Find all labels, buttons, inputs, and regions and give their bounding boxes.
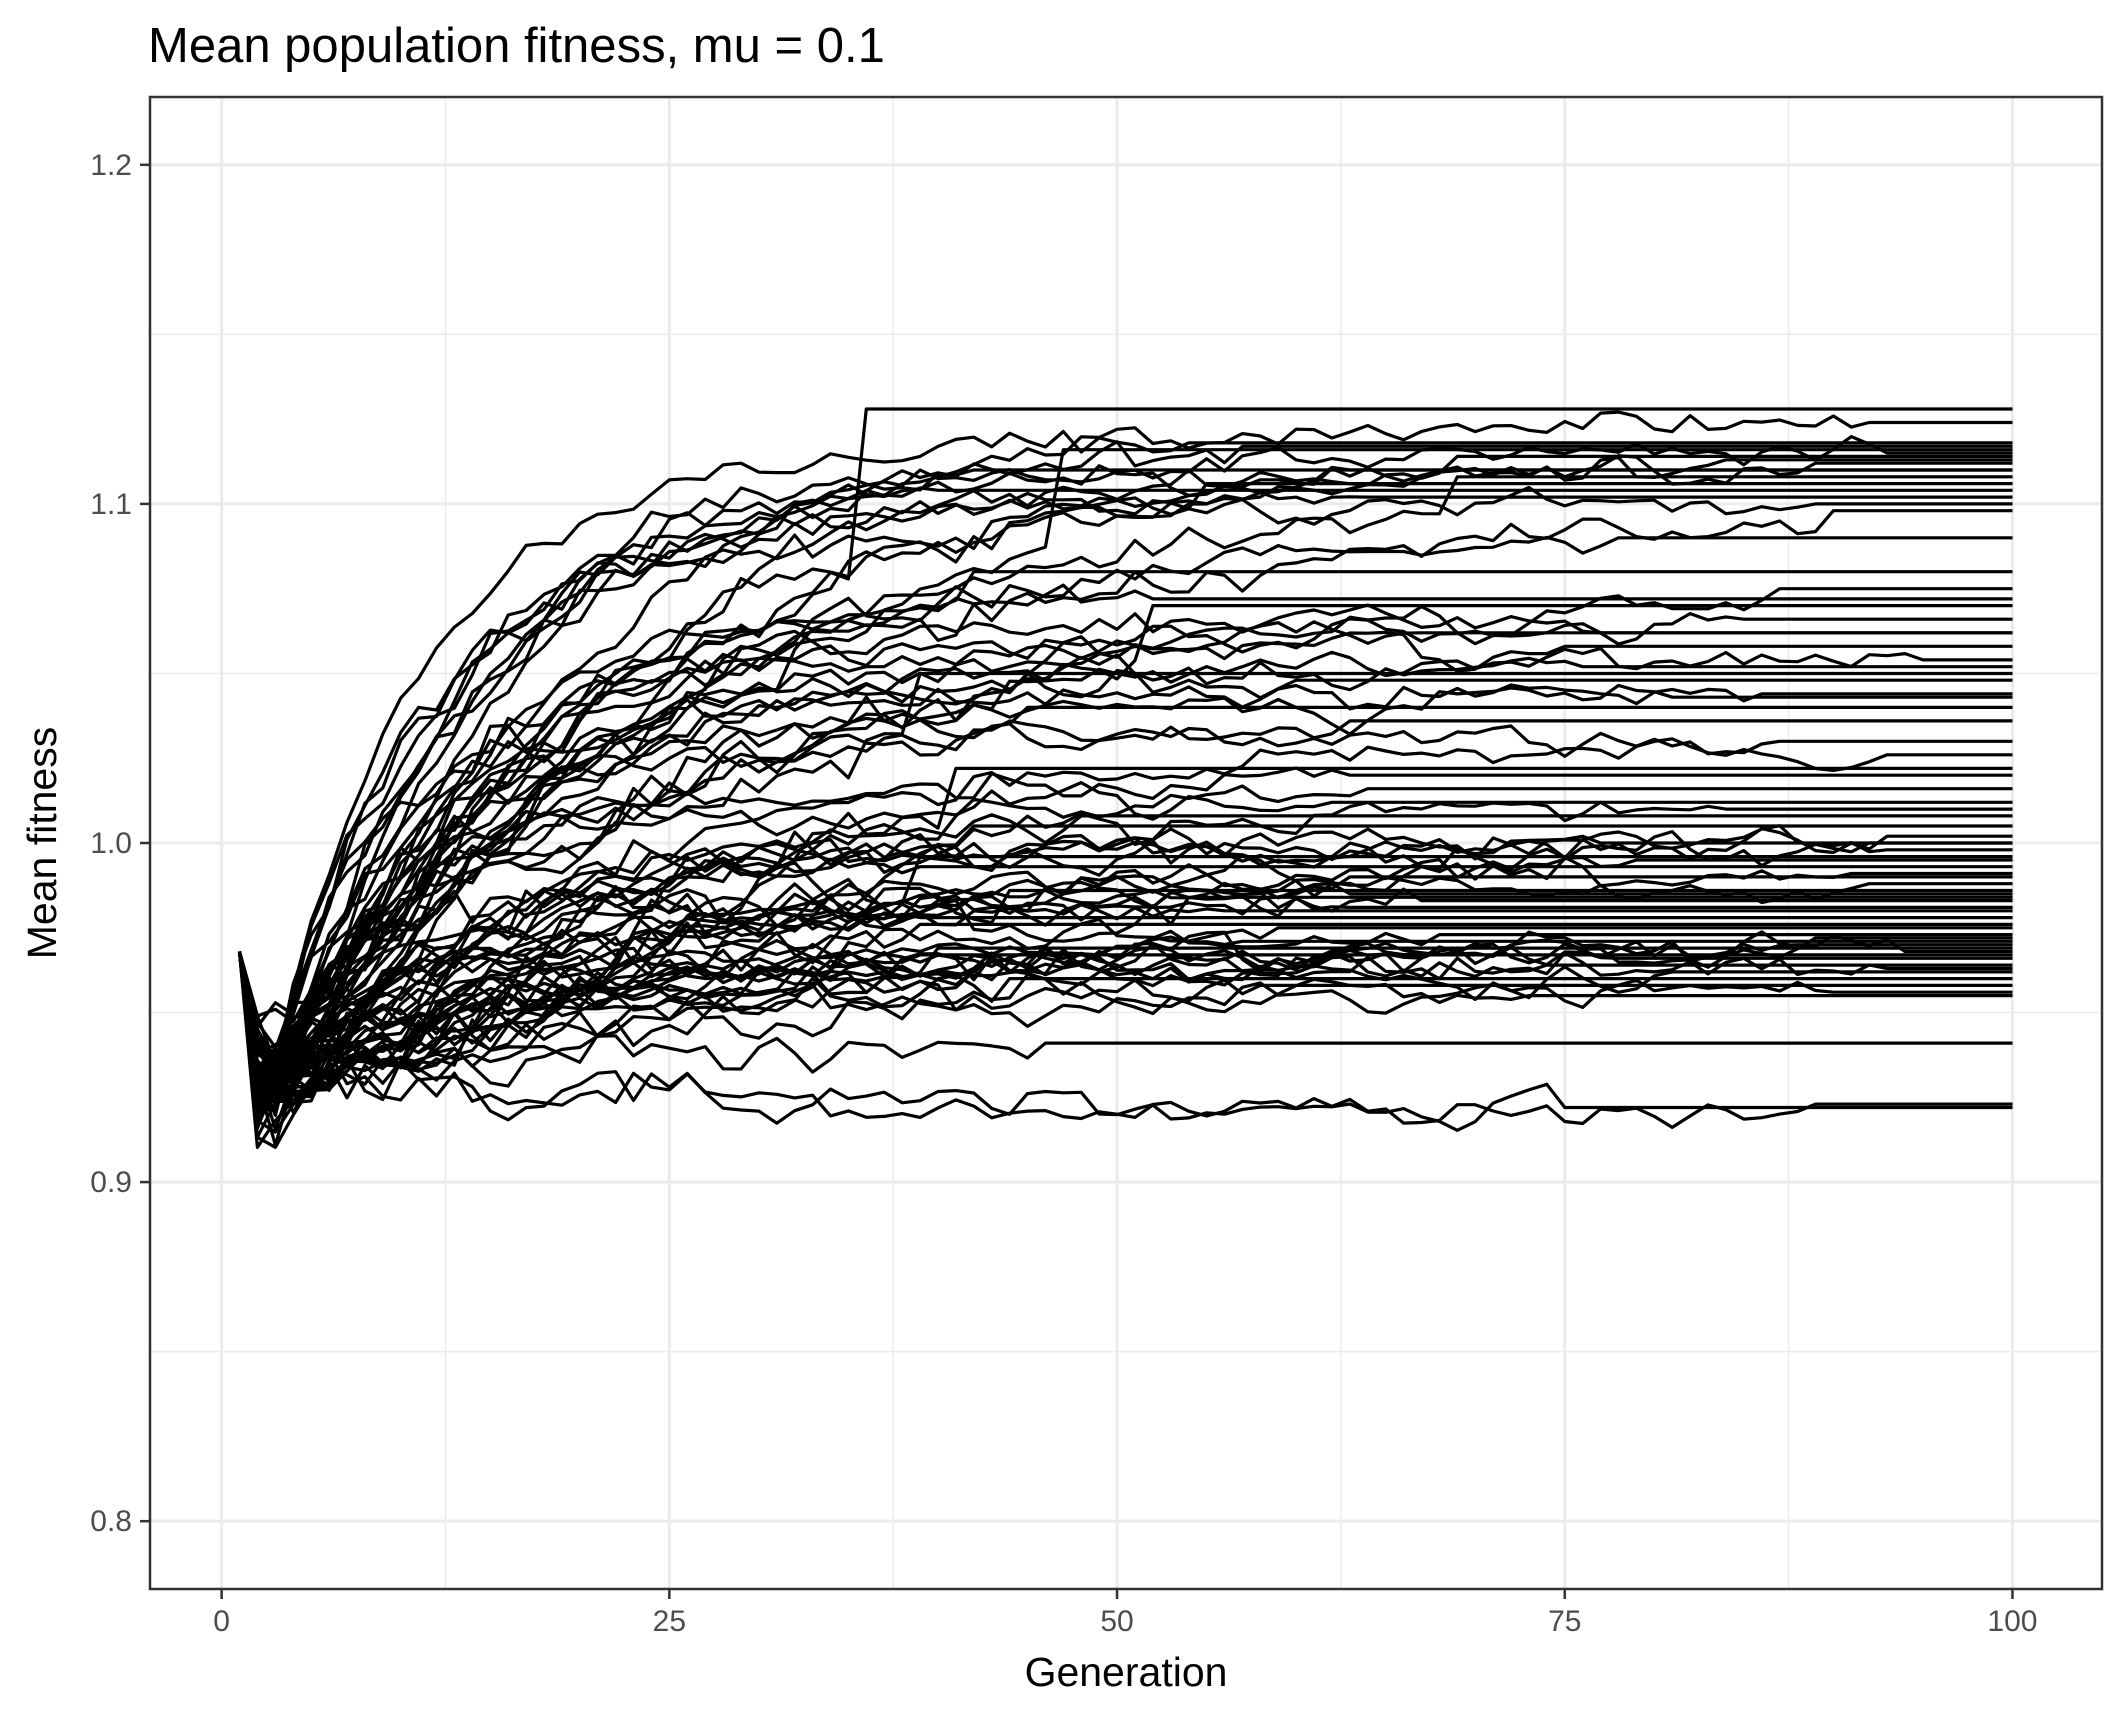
series-line — [237, 410, 2013, 1096]
series-line — [237, 917, 2013, 1077]
series-line — [237, 468, 2013, 1072]
series-line — [237, 737, 2013, 1104]
y-axis-title: Mean fitness — [19, 727, 65, 959]
series-line — [237, 951, 2013, 1095]
series-line — [237, 951, 2013, 1071]
series-line — [237, 455, 2013, 1087]
series-line — [237, 766, 2013, 1075]
chart-title: Mean population fitness, mu = 0.1 — [148, 19, 885, 73]
series-line — [237, 766, 2013, 1118]
series-line — [237, 630, 2013, 1058]
series-line — [237, 951, 2013, 1114]
series-line — [237, 646, 2013, 1096]
series-line — [237, 827, 2013, 1103]
series-line — [237, 603, 2013, 1107]
y-tick-label: 1.1 — [90, 488, 132, 521]
series-line — [237, 448, 2013, 1147]
series-line — [237, 949, 2013, 1121]
series-line — [237, 888, 2013, 1093]
series-line — [237, 583, 2013, 1105]
series-line — [237, 429, 2013, 1117]
series-line — [237, 620, 2013, 1073]
series-line — [237, 454, 2013, 1089]
series-line — [237, 946, 2013, 1139]
series-line — [237, 951, 2013, 1134]
series-line — [237, 951, 2013, 1101]
series-line — [237, 912, 2013, 1095]
series-lines — [237, 407, 2013, 1150]
series-line — [237, 882, 2013, 1086]
series-line — [237, 857, 2013, 1064]
series-line — [237, 482, 2013, 1089]
series-line — [237, 719, 2013, 1130]
x-tick-label: 100 — [1987, 1605, 2037, 1638]
x-tick-label: 75 — [1548, 1605, 1581, 1638]
y-tick-label: 1.0 — [90, 827, 132, 860]
series-line — [237, 603, 2013, 1080]
series-line — [237, 902, 2013, 1078]
y-tick-label: 1.2 — [90, 149, 132, 182]
series-line — [237, 951, 2013, 1132]
series-line — [237, 491, 2013, 1066]
series-line — [237, 947, 2013, 1149]
series-line — [237, 824, 2013, 1108]
y-tick-label: 0.8 — [90, 1505, 132, 1538]
series-line — [237, 951, 2013, 1102]
x-axis: 0 25 50 75 100 — [213, 1589, 2037, 1638]
series-line — [237, 671, 2013, 1086]
series-line — [237, 890, 2013, 1078]
x-tick-label: 0 — [213, 1605, 230, 1638]
series-line — [237, 535, 2013, 1098]
series-line — [237, 853, 2013, 1055]
series-line — [237, 653, 2013, 1113]
y-tick-label: 0.9 — [90, 1166, 132, 1199]
series-line — [237, 824, 2013, 1104]
series-line — [237, 683, 2013, 1093]
series-line — [237, 570, 2013, 1078]
series-line — [237, 407, 2013, 1081]
x-tick-label: 25 — [653, 1605, 686, 1638]
y-axis: 0.8 0.9 1.0 1.1 1.2 — [90, 149, 150, 1538]
series-line — [237, 780, 2013, 1024]
series-line — [237, 440, 2013, 1115]
x-tick-label: 50 — [1100, 1605, 1133, 1638]
series-line — [237, 485, 2013, 1097]
series-line — [237, 930, 2013, 1066]
series-line — [237, 509, 2013, 1068]
x-axis-title: Generation — [1025, 1649, 1228, 1695]
